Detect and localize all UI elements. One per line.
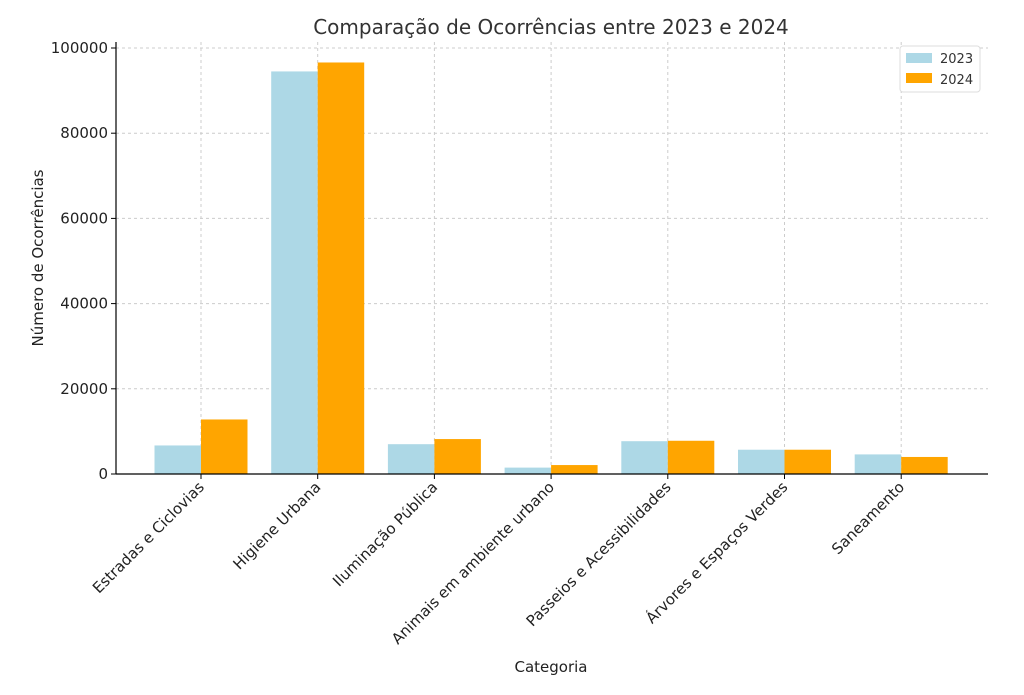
- bar-2024-3: [434, 439, 481, 474]
- y-tick-label: 20000: [60, 380, 108, 398]
- y-tick-label: 60000: [60, 209, 108, 227]
- y-tick-label: 80000: [60, 124, 108, 142]
- chart-title: Comparação de Ocorrências entre 2023 e 2…: [313, 15, 789, 39]
- x-tick-label: Iluminação Pública: [329, 478, 441, 590]
- legend-label-2023: 2023: [940, 52, 973, 67]
- bar-2023-4: [504, 467, 552, 474]
- legend-swatch-2024: [906, 73, 932, 83]
- y-axis-title: Número de Ocorrências: [29, 169, 47, 346]
- bar-2024-6: [784, 449, 831, 474]
- bar-2024-5: [667, 440, 715, 474]
- axes: [115, 42, 988, 475]
- bar-2023-5: [621, 441, 668, 474]
- x-axis-title: Categoria: [514, 658, 587, 676]
- x-ticks: Estradas e Ciclovias Higiene Urbana Ilumin…: [89, 474, 908, 648]
- bars: [154, 62, 948, 475]
- bar-2024-1: [201, 419, 248, 474]
- bar-2023-6: [738, 449, 785, 474]
- legend: 2023 2024: [899, 45, 981, 93]
- x-tick-label: Estradas e Ciclovias: [89, 478, 208, 597]
- bar-2023-7: [854, 454, 902, 474]
- y-ticks: 0 20000 40000 60000 80000 100000: [51, 39, 116, 483]
- y-tick-label: 0: [98, 465, 108, 483]
- bar-2024-4: [551, 465, 598, 474]
- x-tick-label: Higiene Urbana: [229, 478, 324, 573]
- bar-2023-2: [271, 71, 318, 475]
- bar-2023-1: [154, 445, 201, 474]
- legend-label-2024: 2024: [940, 73, 973, 88]
- y-tick-label: 100000: [51, 39, 108, 57]
- bar-2024-7: [901, 456, 948, 474]
- legend-swatch-2023: [906, 53, 932, 63]
- bar-2023-3: [387, 444, 435, 474]
- bar-2024-2: [317, 62, 365, 474]
- y-tick-label: 40000: [60, 295, 108, 313]
- x-tick-label: Saneamento: [828, 478, 908, 558]
- grid: [116, 42, 988, 474]
